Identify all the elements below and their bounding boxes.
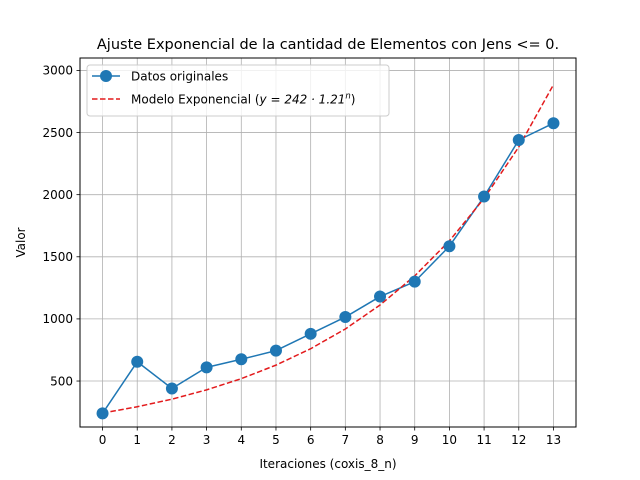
- x-tick-label: 3: [203, 433, 211, 447]
- legend-box: [86, 64, 390, 117]
- y-tick-label: 500: [50, 374, 73, 388]
- data-point: [478, 190, 491, 203]
- y-tick-label: 3000: [42, 64, 73, 78]
- x-tick-label: 10: [442, 433, 457, 447]
- x-tick-label: 12: [511, 433, 526, 447]
- y-tick-label: 1500: [42, 250, 73, 264]
- legend-label-modelo: Modelo Exponencial (y = 242 · 1.21n): [131, 92, 355, 107]
- data-point: [547, 117, 560, 130]
- legend: Datos originales Modelo Exponencial (y =…: [86, 64, 390, 117]
- legend-label-modelo-prefix: Modelo Exponencial (: [131, 93, 260, 107]
- series-layer: [96, 84, 560, 420]
- legend-label-modelo-math: y = 242 · 1.21: [259, 93, 346, 107]
- y-axis-label: Valor: [14, 227, 28, 257]
- data-point: [443, 240, 456, 253]
- y-tick-label: 1000: [42, 312, 73, 326]
- data-point: [165, 382, 178, 395]
- chart-title: Ajuste Exponencial de la cantidad de Ele…: [97, 37, 559, 53]
- ticks: 0 1 2 3 4 5 6 7 8 9 10 11 12 135001000150020002500300…: [42, 64, 561, 447]
- x-tick-label: 8: [376, 433, 384, 447]
- legend-label-datos: Datos originales: [131, 70, 228, 84]
- legend-label-modelo-exp: n: [345, 92, 350, 102]
- data-point: [339, 311, 352, 324]
- x-tick-label: 11: [476, 433, 491, 447]
- data-point: [200, 361, 213, 374]
- data-point: [512, 134, 525, 146]
- data-point: [269, 344, 282, 357]
- data-point: [408, 275, 421, 288]
- x-tick-label: 1: [133, 433, 141, 447]
- x-tick-label: 9: [411, 433, 419, 447]
- x-tick-label: 2: [168, 433, 176, 447]
- data-point: [96, 407, 109, 420]
- x-tick-label: 13: [546, 433, 561, 447]
- x-tick-label: 7: [342, 433, 350, 447]
- x-tick-label: 0: [99, 433, 107, 447]
- x-tick-label: 4: [237, 433, 245, 447]
- x-tick-label: 5: [272, 433, 280, 447]
- data-point: [131, 355, 144, 368]
- x-tick-label: 6: [307, 433, 315, 447]
- data-point: [304, 327, 317, 340]
- plot-frame: [79, 57, 577, 428]
- series-modelo-exponencial-line: [102, 84, 555, 414]
- x-axis-label: Iteraciones (coxis_8_n): [259, 457, 396, 471]
- y-tick-label: 2500: [42, 126, 73, 140]
- data-point: [235, 353, 248, 366]
- y-tick-label: 2000: [42, 188, 73, 202]
- legend-swatch-marker-datos: [100, 70, 112, 82]
- data-point: [374, 290, 387, 303]
- legend-label-modelo-suffix: ): [351, 93, 356, 107]
